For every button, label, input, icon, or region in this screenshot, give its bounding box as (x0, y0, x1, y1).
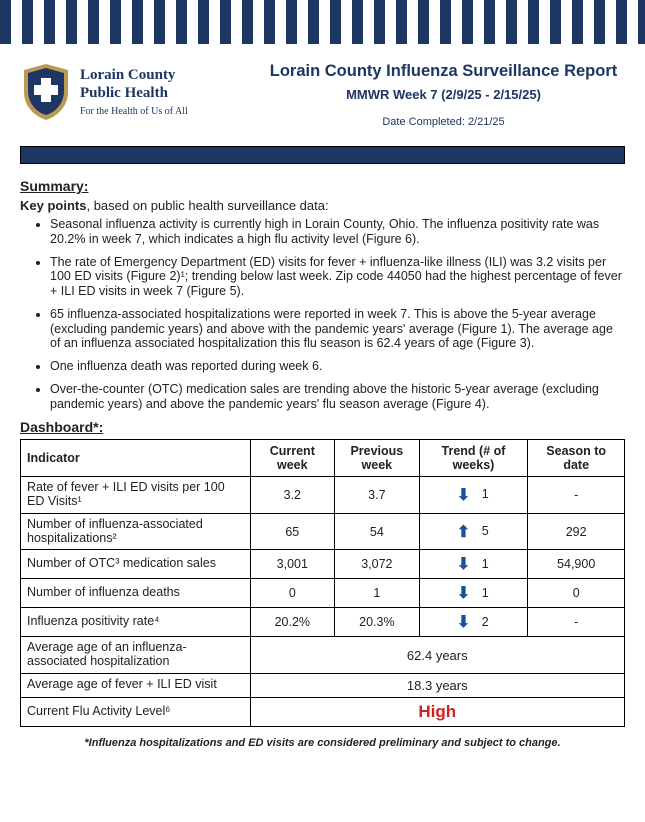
col-season: Season to date (528, 440, 625, 477)
keypoints-lead-bold: Key points (20, 198, 86, 213)
table-row: Average age of an influenza-associated h… (21, 637, 625, 674)
trend-arrow-icon: ⬇ (457, 583, 470, 603)
cell-indicator: Influenza positivity rate⁴ (21, 608, 251, 637)
cell-current: 3,001 (250, 550, 335, 579)
cell-season: 0 (528, 579, 625, 608)
trend-weeks: 1 (480, 487, 490, 501)
cell-indicator: Number of OTC³ medication sales (21, 550, 251, 579)
header: Lorain County Public Health For the Heal… (20, 62, 625, 128)
cell-trend: ⬆5 (419, 513, 528, 550)
cell-span-value: 18.3 years (250, 673, 624, 697)
dashboard-table: Indicator Current week Previous week Tre… (20, 439, 625, 727)
cell-indicator: Number of influenza deaths (21, 579, 251, 608)
cell-current: 3.2 (250, 477, 335, 514)
col-indicator: Indicator (21, 440, 251, 477)
trend-weeks: 1 (480, 557, 490, 571)
cell-trend: ⬇1 (419, 550, 528, 579)
report-title: Lorain County Influenza Surveillance Rep… (262, 62, 625, 81)
col-trend: Trend (# of weeks) (419, 440, 528, 477)
page-content: Lorain County Public Health For the Heal… (0, 62, 645, 769)
trend-weeks: 5 (480, 524, 490, 538)
cell-season: - (528, 477, 625, 514)
cell-current: 65 (250, 513, 335, 550)
summary-heading: Summary: (20, 178, 625, 194)
cell-season: 292 (528, 513, 625, 550)
cell-previous: 1 (335, 579, 420, 608)
keypoint-item: Seasonal influenza activity is currently… (50, 217, 625, 247)
cell-trend: ⬇1 (419, 579, 528, 608)
org-name-line2: Public Health (80, 85, 188, 102)
mmwr-week: MMWR Week 7 (2/9/25 - 2/15/25) (262, 87, 625, 102)
keypoint-item: Over-the-counter (OTC) medication sales … (50, 382, 625, 412)
table-row: Influenza positivity rate⁴20.2%20.3%⬇2- (21, 608, 625, 637)
table-header-row: Indicator Current week Previous week Tre… (21, 440, 625, 477)
cell-trend: ⬇2 (419, 608, 528, 637)
cell-indicator: Average age of fever + ILI ED visit (21, 673, 251, 697)
trend-arrow-icon: ⬇ (457, 554, 470, 574)
cell-previous: 3,072 (335, 550, 420, 579)
table-row: Current Flu Activity Level⁶High (21, 697, 625, 726)
keypoint-item: The rate of Emergency Department (ED) vi… (50, 255, 625, 299)
cell-current: 20.2% (250, 608, 335, 637)
org-name-line1: Lorain County (80, 67, 188, 84)
divider-bar (20, 146, 625, 164)
trend-weeks: 1 (480, 586, 490, 600)
cell-previous: 20.3% (335, 608, 420, 637)
cell-trend: ⬇1 (419, 477, 528, 514)
cell-indicator: Rate of fever + ILI ED visits per 100 ED… (21, 477, 251, 514)
trend-arrow-icon: ⬇ (457, 485, 470, 505)
cell-indicator: Number of influenza-associated hospitali… (21, 513, 251, 550)
date-completed: Date Completed: 2/21/25 (262, 116, 625, 128)
cell-previous: 54 (335, 513, 420, 550)
col-current: Current week (250, 440, 335, 477)
table-row: Number of influenza deaths01⬇10 (21, 579, 625, 608)
cell-season: - (528, 608, 625, 637)
cell-span-value: 62.4 years (250, 637, 624, 674)
table-row: Average age of fever + ILI ED visit18.3 … (21, 673, 625, 697)
col-previous: Previous week (335, 440, 420, 477)
title-block: Lorain County Influenza Surveillance Rep… (262, 62, 625, 128)
trend-arrow-icon: ⬇ (457, 612, 470, 632)
keypoints-lead: Key points, based on public health surve… (20, 198, 625, 213)
cell-current: 0 (250, 579, 335, 608)
table-row: Number of influenza-associated hospitali… (21, 513, 625, 550)
cell-span-value: High (250, 697, 624, 726)
logo-block: Lorain County Public Health For the Heal… (20, 62, 250, 122)
cell-indicator: Average age of an influenza-associated h… (21, 637, 251, 674)
table-row: Rate of fever + ILI ED visits per 100 ED… (21, 477, 625, 514)
decorative-top-stripes (0, 0, 645, 44)
cell-season: 54,900 (528, 550, 625, 579)
cell-indicator: Current Flu Activity Level⁶ (21, 697, 251, 726)
table-row: Number of OTC³ medication sales3,0013,07… (21, 550, 625, 579)
keypoints-lead-rest: , based on public health surveillance da… (86, 198, 328, 213)
dashboard-heading: Dashboard*: (20, 419, 625, 435)
keypoint-item: 65 influenza-associated hospitalizations… (50, 307, 625, 351)
cell-previous: 3.7 (335, 477, 420, 514)
keypoints-list: Seasonal influenza activity is currently… (20, 217, 625, 411)
dashboard-footnote: *Influenza hospitalizations and ED visit… (20, 737, 625, 749)
shield-icon (20, 62, 72, 122)
keypoint-item: One influenza death was reported during … (50, 359, 625, 374)
org-text: Lorain County Public Health For the Heal… (80, 67, 188, 117)
trend-weeks: 2 (480, 615, 490, 629)
trend-arrow-icon: ⬆ (457, 522, 470, 542)
org-tagline: For the Health of Us of All (80, 106, 188, 117)
